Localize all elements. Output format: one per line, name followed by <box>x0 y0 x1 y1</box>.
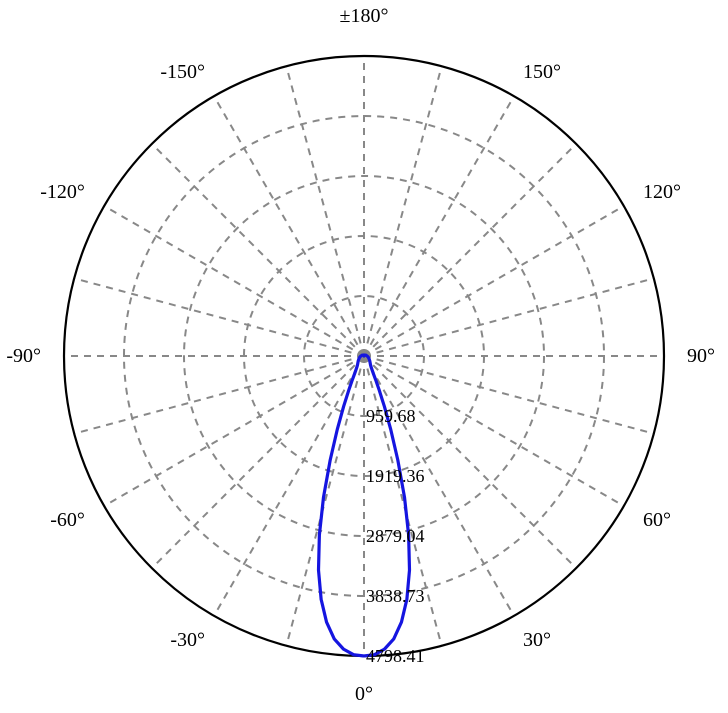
angle-label: 120° <box>643 181 681 203</box>
angle-label: 0° <box>355 683 373 705</box>
angle-label: 60° <box>643 509 671 531</box>
polar-chart: 959.68 1919.36 2879.04 3838.73 4798.41 ±180° 1… <box>0 0 728 713</box>
angle-label: -90° <box>6 345 41 367</box>
angle-label: -150° <box>160 61 205 83</box>
ring-label: 2879.04 <box>366 526 425 546</box>
angle-label: -60° <box>50 509 85 531</box>
angle-label: 30° <box>523 629 551 651</box>
ring-label: 959.68 <box>366 406 416 426</box>
angle-label: 90° <box>687 345 715 367</box>
angle-label: -120° <box>40 181 85 203</box>
angle-label: -30° <box>170 629 205 651</box>
angle-label: 150° <box>523 61 561 83</box>
ring-label: 4798.41 <box>366 646 425 666</box>
angle-label: ±180° <box>340 5 389 27</box>
ring-label: 1919.36 <box>366 466 425 486</box>
ring-label: 3838.73 <box>366 586 425 606</box>
